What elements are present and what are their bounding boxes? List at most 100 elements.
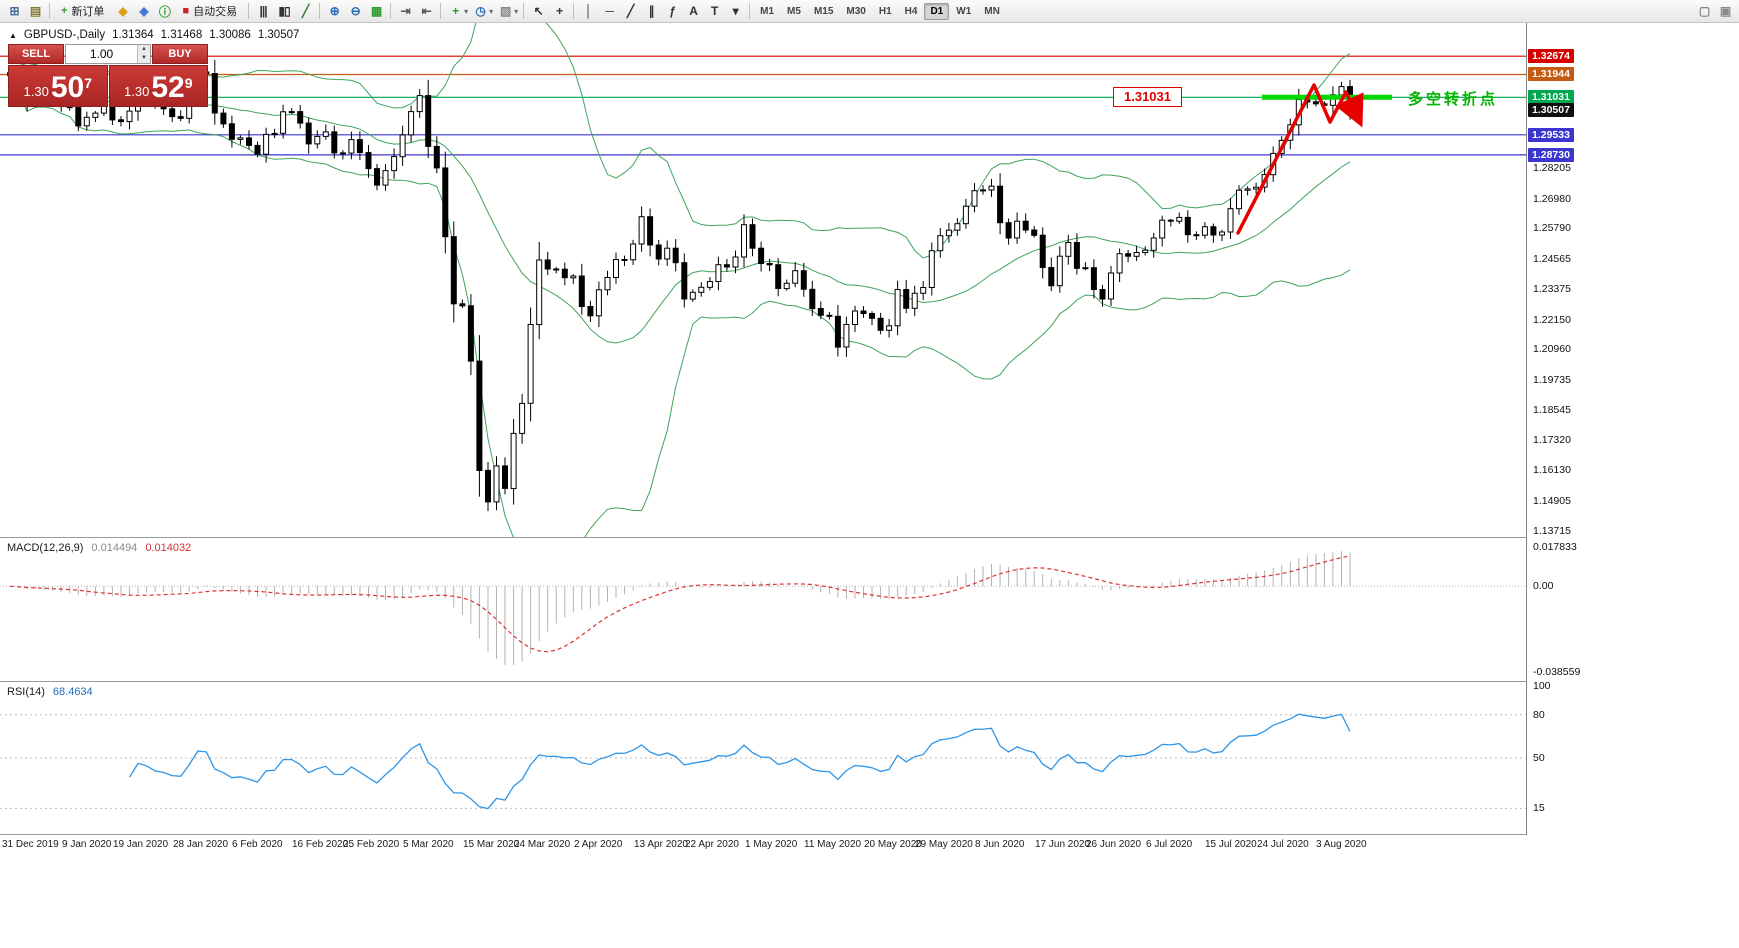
candlestick-chart-icon[interactable]: ▮▯ <box>278 4 290 18</box>
macd-title: MACD(12,26,9) <box>7 542 84 554</box>
date-label: 16 Feb 2020 <box>292 839 349 850</box>
new-order-button[interactable]: + 新订单 <box>54 2 111 21</box>
maximize-chart-icon[interactable]: ▣ <box>1719 4 1731 18</box>
zoom-in-icon[interactable]: ⊕ <box>329 4 340 18</box>
price-scale-label: 1.13715 <box>1533 525 1571 537</box>
date-label: 25 Feb 2020 <box>343 839 400 850</box>
trendline-icon[interactable]: ╱ <box>627 4 634 18</box>
tf-w1[interactable]: W1 <box>956 5 972 17</box>
bar-chart-icon[interactable]: ||| <box>259 4 268 18</box>
autotrading-button[interactable]: ■ 自动交易 <box>175 2 244 21</box>
date-label: 9 Jan 2020 <box>62 839 112 850</box>
channel-icon[interactable]: ∥ <box>648 4 655 18</box>
volume-down-icon[interactable]: ▼ <box>141 55 147 61</box>
date-label: 24 Jul 2020 <box>1257 839 1309 850</box>
tf-m1[interactable]: M1 <box>760 5 775 17</box>
date-label: 6 Feb 2020 <box>232 839 283 850</box>
panel-resize-separator[interactable] <box>0 681 1739 682</box>
buy-price-button[interactable]: 1.30 52 9 <box>108 65 208 107</box>
date-label: 31 Dec 2019 <box>2 839 59 850</box>
macd-signal-value: 0.014032 <box>145 542 192 554</box>
crosshair-icon[interactable]: + <box>556 4 563 18</box>
price-chart[interactable] <box>0 23 1526 537</box>
sell-price-big: 50 <box>50 71 85 104</box>
auto-scroll-icon[interactable]: ⇥ <box>400 4 411 18</box>
chart-area[interactable]: 1.28205 1.26980 1.25790 1.24565 1.23375 1.221… <box>0 23 1739 948</box>
price-scale-label: 1.19735 <box>1533 374 1571 386</box>
tf-h4[interactable]: H4 <box>904 5 918 17</box>
indicators-icon[interactable]: + <box>452 4 459 18</box>
news-icon[interactable]: ⓘ <box>158 4 171 19</box>
rsi-panel[interactable] <box>0 682 1526 834</box>
volume-up-icon[interactable]: ▲ <box>141 46 147 52</box>
fibonacci-icon[interactable]: ƒ <box>669 4 676 18</box>
date-label: 3 Aug 2020 <box>1316 839 1367 850</box>
zoom-out-icon[interactable]: ⊖ <box>350 4 361 18</box>
profiles-icon[interactable]: ▤ <box>29 4 41 18</box>
rsi-title: RSI(14) <box>7 686 45 698</box>
rsi-scale-label: 80 <box>1533 709 1545 721</box>
tf-mn[interactable]: MN <box>984 5 1000 17</box>
line-chart-icon[interactable]: ╱ <box>301 4 309 18</box>
date-label: 8 Jun 2020 <box>975 839 1025 850</box>
turning-point-label[interactable]: 多空转折点 <box>1408 91 1499 108</box>
text-icon[interactable]: A <box>689 4 698 18</box>
vertical-line-icon[interactable]: │ <box>584 4 593 18</box>
tf-h1[interactable]: H1 <box>878 5 892 17</box>
periods-dropdown-icon[interactable]: ▾ <box>489 6 494 16</box>
templates-dropdown-icon[interactable]: ▾ <box>514 6 519 16</box>
shapes-icon[interactable]: ▾ <box>732 4 739 18</box>
price-scale[interactable]: 1.28205 1.26980 1.25790 1.24565 1.23375 1.221… <box>1526 23 1739 835</box>
price-scale-label: 1.23375 <box>1533 283 1571 295</box>
macd-histogram <box>18 551 1351 665</box>
tf-m5[interactable]: M5 <box>787 5 801 17</box>
autotrading-button-icon: ■ <box>182 5 190 17</box>
tf-m30[interactable]: M30 <box>846 5 866 17</box>
price-tag-1.32674: 1.32674 <box>1528 49 1574 63</box>
templates-icon[interactable]: ▧ <box>499 4 511 18</box>
panel-resize-separator[interactable] <box>0 834 1739 835</box>
one-click-trading: SELL ▲ ▼ BUY 1.30 50 7 1.30 <box>8 44 208 107</box>
toolbar: ⊞ ▤ + 新订单 ◆ ◈ ⓘ ■ 自动交易 ||| ▮▯ ╱ ⊕ ⊖ ▦ ⇥ ⇤ + ▾ ◷ ▾ ▧ ▾ ↖ + │ ─ ╱ ∥ ƒ A T… <box>0 0 1739 23</box>
tile-windows-icon[interactable]: ▦ <box>370 4 382 18</box>
tf-m15[interactable]: M15 <box>813 5 834 17</box>
cursor-icon[interactable]: ↖ <box>533 4 544 18</box>
one-click-toggle-icon[interactable]: ▲ <box>9 30 17 40</box>
date-label: 15 Jul 2020 <box>1205 839 1257 850</box>
price-annotation-flag[interactable]: 1.31031 <box>1113 87 1182 107</box>
price-tag-1.29533: 1.29533 <box>1528 128 1574 142</box>
chart-shift-icon[interactable]: ⇤ <box>421 4 432 18</box>
date-label: 6 Jul 2020 <box>1146 839 1193 850</box>
macd-value: 0.014494 <box>91 542 138 554</box>
time-scale[interactable]: 31 Dec 2019 9 Jan 2020 19 Jan 2020 28 Jan 2… <box>0 836 1526 854</box>
sell-price-button[interactable]: 1.30 50 7 <box>8 65 108 107</box>
market-icon[interactable]: ◈ <box>139 4 148 18</box>
volume-input[interactable] <box>66 45 137 63</box>
candles <box>7 60 1353 512</box>
new-chart-icon[interactable]: ⊞ <box>9 4 19 18</box>
sell-button[interactable]: SELL <box>8 44 64 64</box>
date-label: 19 Jan 2020 <box>113 839 169 850</box>
price-scale-label: 1.26980 <box>1533 193 1571 205</box>
rsi-scale-label: 100 <box>1533 680 1551 692</box>
horizontal-line-icon[interactable]: ─ <box>605 4 614 18</box>
date-label: 29 May 2020 <box>915 839 973 850</box>
macd-panel[interactable] <box>0 538 1526 681</box>
price-scale-label: 1.25790 <box>1533 222 1571 234</box>
label-icon[interactable]: T <box>710 4 718 18</box>
macd-scale-label: 0.00 <box>1533 580 1554 592</box>
panel-resize-separator[interactable] <box>0 537 1739 538</box>
price-scale-label: 1.20960 <box>1533 343 1571 355</box>
periods-icon[interactable]: ◷ <box>475 4 485 18</box>
macd-label: MACD(12,26,9) 0.014494 0.014032 <box>7 542 191 554</box>
price-tag-1.31944: 1.31944 <box>1528 67 1574 81</box>
volume-spinner: ▲ ▼ <box>137 45 150 63</box>
float-chart-icon[interactable]: ▢ <box>1698 4 1710 18</box>
tf-d1[interactable]: D1 <box>924 2 950 20</box>
metaeditor-icon[interactable]: ◆ <box>118 4 127 18</box>
trend-arrow[interactable] <box>1236 83 1364 235</box>
buy-button[interactable]: BUY <box>152 44 208 64</box>
rsi-label: RSI(14) 68.4634 <box>7 686 93 698</box>
indicators-dropdown-icon[interactable]: ▾ <box>464 6 469 16</box>
date-label: 26 Jun 2020 <box>1086 839 1142 850</box>
